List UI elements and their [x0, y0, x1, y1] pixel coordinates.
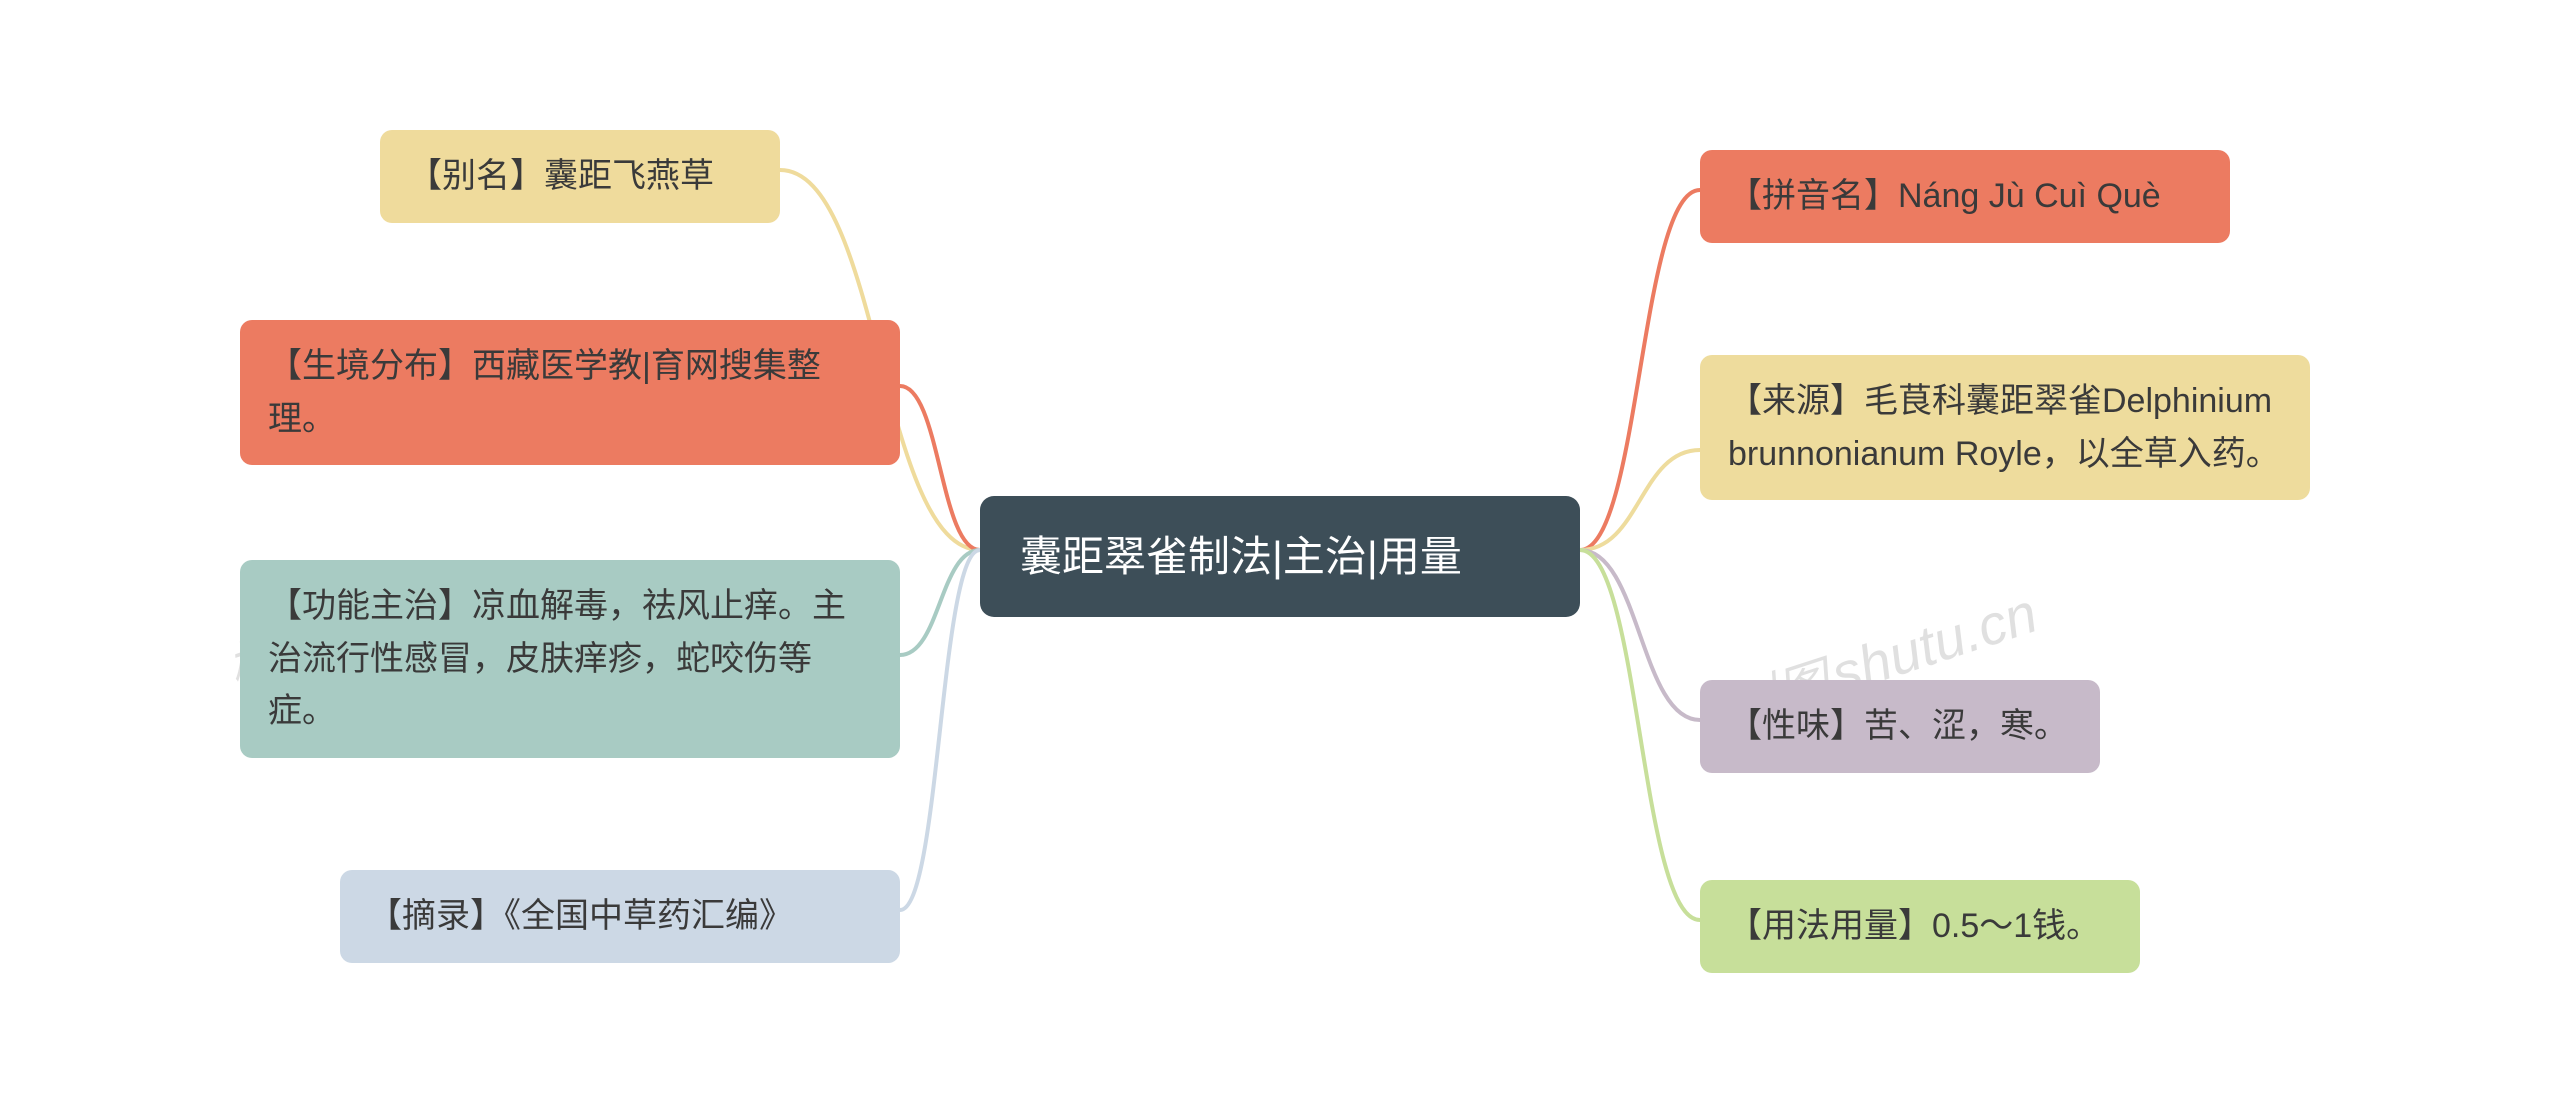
- branch-source[interactable]: 【来源】毛茛科囊距翠雀Delphinium brunnonianum Royle…: [1700, 355, 2310, 500]
- branch-pinyin[interactable]: 【拼音名】Nánɡ Jù Cuì Què: [1700, 150, 2230, 243]
- branch-excerpt[interactable]: 【摘录】《全国中草药汇编》: [340, 870, 900, 963]
- branch-alias[interactable]: 【别名】囊距飞燕草: [380, 130, 780, 223]
- connector: [1580, 550, 1700, 720]
- connector: [900, 550, 980, 910]
- branch-taste[interactable]: 【性味】苦、涩，寒。: [1700, 680, 2100, 773]
- branch-function[interactable]: 【功能主治】凉血解毒，祛风止痒。主治流行性感冒，皮肤痒疹，蛇咬伤等症。: [240, 560, 900, 758]
- connector: [1580, 450, 1700, 550]
- mindmap-canvas: 囊距翠雀制法|主治|用量 树图shutu.cn 树图shutu.cn 【别名】囊…: [0, 0, 2560, 1103]
- connector: [1580, 190, 1700, 550]
- center-topic[interactable]: 囊距翠雀制法|主治|用量: [980, 496, 1580, 617]
- branch-habitat[interactable]: 【生境分布】西藏医学教|育网搜集整理。: [240, 320, 900, 465]
- connector: [900, 550, 980, 655]
- branch-dosage[interactable]: 【用法用量】0.5～1钱。: [1700, 880, 2140, 973]
- connector: [900, 386, 980, 550]
- connector: [1580, 550, 1700, 920]
